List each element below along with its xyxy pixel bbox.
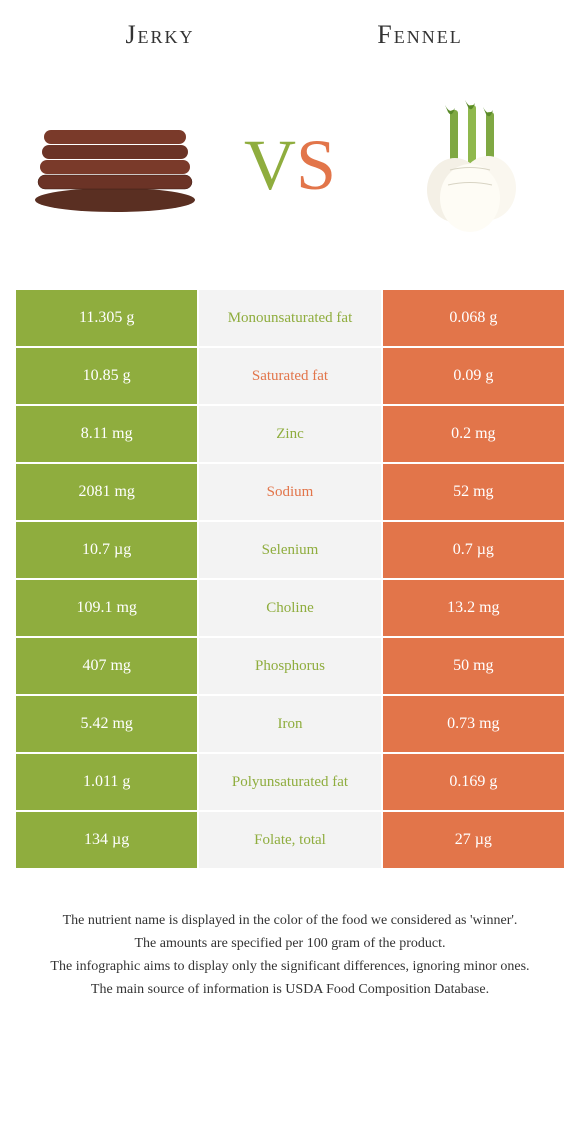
nutrient-label-cell: Zinc bbox=[199, 406, 380, 462]
left-value-cell: 11.305 g bbox=[16, 290, 197, 346]
nutrient-label-cell: Monounsaturated fat bbox=[199, 290, 380, 346]
left-value-cell: 10.85 g bbox=[16, 348, 197, 404]
footer-line: The infographic aims to display only the… bbox=[30, 956, 550, 977]
table-row: 10.7 µgSelenium0.7 µg bbox=[16, 522, 564, 578]
footer-line: The nutrient name is displayed in the co… bbox=[30, 910, 550, 931]
nutrient-label-cell: Choline bbox=[199, 580, 380, 636]
table-row: 134 µgFolate, total27 µg bbox=[16, 812, 564, 868]
right-value-cell: 52 mg bbox=[383, 464, 564, 520]
table-row: 407 mgPhosphorus50 mg bbox=[16, 638, 564, 694]
footer-line: The amounts are specified per 100 gram o… bbox=[30, 933, 550, 954]
nutrient-label-cell: Saturated fat bbox=[199, 348, 380, 404]
table-row: 8.11 mgZinc0.2 mg bbox=[16, 406, 564, 462]
left-value-cell: 407 mg bbox=[16, 638, 197, 694]
jerky-image bbox=[30, 80, 200, 250]
table-row: 10.85 gSaturated fat0.09 g bbox=[16, 348, 564, 404]
right-value-cell: 0.73 mg bbox=[383, 696, 564, 752]
right-value-cell: 0.09 g bbox=[383, 348, 564, 404]
left-value-cell: 2081 mg bbox=[16, 464, 197, 520]
left-food-title: Jerky bbox=[30, 20, 290, 50]
left-value-cell: 10.7 µg bbox=[16, 522, 197, 578]
table-row: 1.011 gPolyunsaturated fat0.169 g bbox=[16, 754, 564, 810]
right-value-cell: 13.2 mg bbox=[383, 580, 564, 636]
right-value-cell: 0.2 mg bbox=[383, 406, 564, 462]
nutrient-label-cell: Selenium bbox=[199, 522, 380, 578]
footer-notes: The nutrient name is displayed in the co… bbox=[0, 870, 580, 1022]
footer-line: The main source of information is USDA F… bbox=[30, 979, 550, 1000]
table-row: 5.42 mgIron0.73 mg bbox=[16, 696, 564, 752]
left-value-cell: 1.011 g bbox=[16, 754, 197, 810]
vs-v-letter: V bbox=[244, 124, 296, 207]
right-value-cell: 0.068 g bbox=[383, 290, 564, 346]
nutrient-label-cell: Iron bbox=[199, 696, 380, 752]
vs-label: VS bbox=[244, 124, 336, 207]
nutrient-label-cell: Folate, total bbox=[199, 812, 380, 868]
right-value-cell: 27 µg bbox=[383, 812, 564, 868]
nutrient-label-cell: Sodium bbox=[199, 464, 380, 520]
left-value-cell: 5.42 mg bbox=[16, 696, 197, 752]
hero-section: VS bbox=[0, 60, 580, 290]
right-value-cell: 50 mg bbox=[383, 638, 564, 694]
left-value-cell: 134 µg bbox=[16, 812, 197, 868]
right-value-cell: 0.169 g bbox=[383, 754, 564, 810]
table-row: 109.1 mgCholine13.2 mg bbox=[16, 580, 564, 636]
table-row: 11.305 gMonounsaturated fat0.068 g bbox=[16, 290, 564, 346]
right-food-title: Fennel bbox=[290, 20, 550, 50]
header: Jerky Fennel bbox=[0, 0, 580, 60]
nutrient-label-cell: Phosphorus bbox=[199, 638, 380, 694]
comparison-table: 11.305 gMonounsaturated fat0.068 g10.85 … bbox=[16, 290, 564, 868]
table-row: 2081 mgSodium52 mg bbox=[16, 464, 564, 520]
right-value-cell: 0.7 µg bbox=[383, 522, 564, 578]
left-value-cell: 8.11 mg bbox=[16, 406, 197, 462]
nutrient-label-cell: Polyunsaturated fat bbox=[199, 754, 380, 810]
vs-s-letter: S bbox=[296, 124, 336, 207]
fennel-image bbox=[380, 80, 550, 250]
left-value-cell: 109.1 mg bbox=[16, 580, 197, 636]
